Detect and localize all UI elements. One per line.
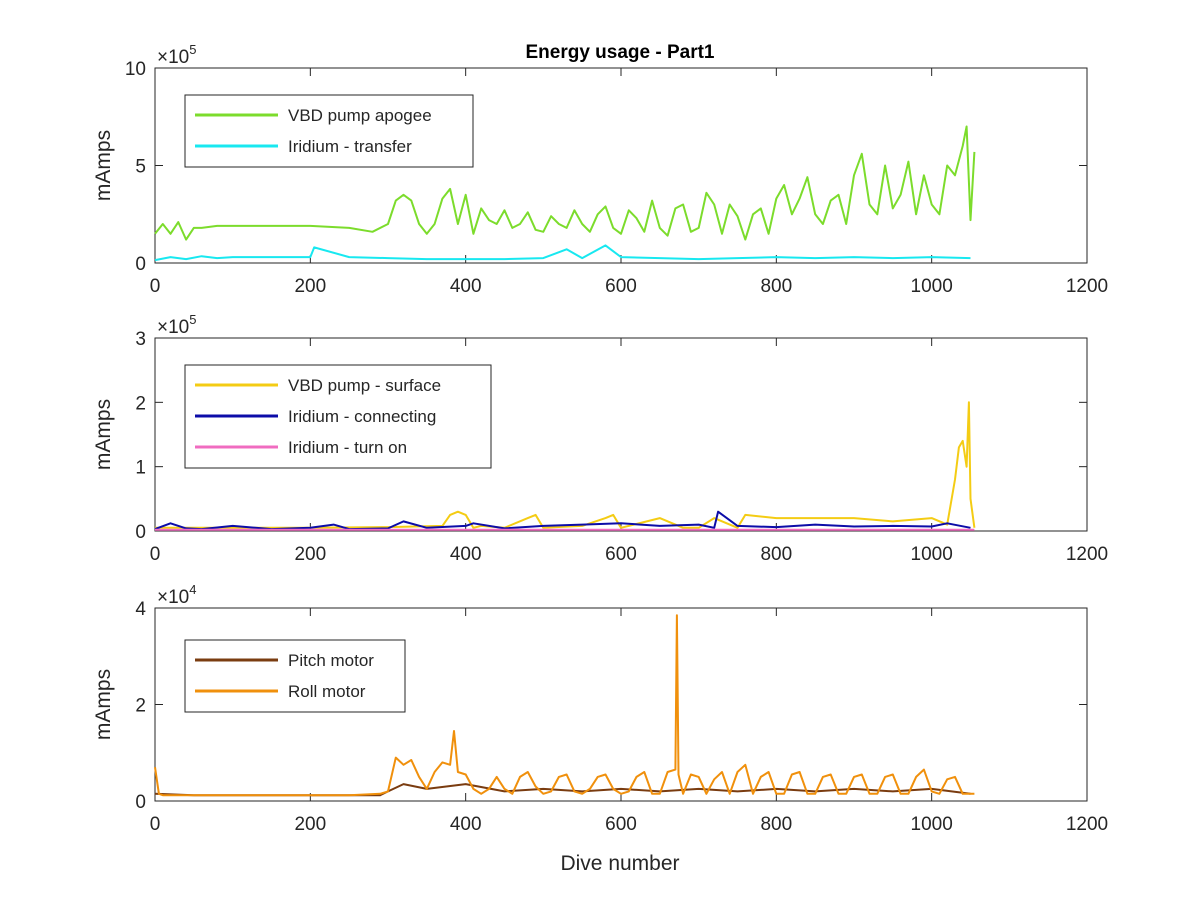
x-tick-label: 1000 [911, 544, 953, 565]
y-tick-label: 2 [135, 393, 146, 414]
x-tick-label: 800 [760, 544, 792, 565]
chart-panel-2: 0 200 400 600 800 1000 1200 0 1 2 3 ×105 mAmps VBD pu… [92, 312, 1108, 565]
x-tick-label: 1000 [911, 276, 953, 297]
legend-box [184, 639, 406, 713]
x-tick-label: 0 [150, 544, 161, 565]
y-tick-label: 3 [135, 329, 146, 350]
legend-label: Iridium - connecting [288, 407, 436, 426]
y-tick-label: 5 [135, 157, 146, 178]
y-tick-label: 2 [135, 696, 146, 717]
series-line-1-2 [154, 244, 971, 262]
series-line-2-1 [155, 401, 976, 529]
legend-label: Iridium - transfer [288, 137, 412, 156]
x-tick-label: 200 [294, 276, 326, 297]
x-tick-label: 0 [150, 276, 161, 297]
series-line-3-2 [154, 614, 975, 797]
series-line-1-1 [154, 125, 976, 241]
x-tick-label: 200 [294, 544, 326, 565]
legend: Pitch motor Roll motor [184, 639, 406, 713]
x-tick-label: 800 [760, 814, 792, 835]
x-tick-label: 600 [605, 814, 637, 835]
y-exponent-label: ×105 [157, 312, 196, 338]
legend: VBD pump apogee Iridium - transfer [184, 94, 474, 168]
legend-label: Pitch motor [288, 651, 374, 670]
x-tick-label: 400 [450, 544, 482, 565]
chart-panel-1: 0 200 400 600 800 1000 1200 0 5 10 ×105 mAmps VBD pu… [92, 42, 1108, 297]
y-exponent-label: ×105 [157, 42, 196, 68]
legend-label: Iridium - turn on [288, 438, 407, 457]
y-tick-label: 10 [125, 59, 146, 80]
x-tick-label: 400 [450, 276, 482, 297]
figure-title: Energy usage - Part1 [525, 42, 714, 63]
x-tick-label: 1200 [1066, 814, 1108, 835]
legend-label: Roll motor [288, 682, 366, 701]
x-tick-label: 200 [294, 814, 326, 835]
y-axis-label: mAmps [92, 130, 115, 201]
legend-label: VBD pump apogee [288, 106, 432, 125]
x-tick-label: 600 [605, 544, 637, 565]
legend: VBD pump - surface Iridium - connecting Ir… [184, 364, 492, 469]
y-exponent-label: ×104 [157, 582, 196, 608]
x-tick-label: 1000 [911, 814, 953, 835]
y-tick-label: 1 [135, 458, 146, 479]
chart-panel-3: 0 200 400 600 800 1000 1200 0 2 4 ×104 mAmps Pitch m… [92, 582, 1108, 835]
x-tick-label: 800 [760, 276, 792, 297]
y-tick-label: 0 [135, 792, 146, 813]
y-axis-label: mAmps [92, 399, 115, 470]
x-tick-label: 600 [605, 276, 637, 297]
x-tick-label: 400 [450, 814, 482, 835]
y-tick-label: 4 [135, 599, 146, 620]
x-axis-label: Dive number [560, 852, 679, 875]
y-axis-label: mAmps [92, 669, 115, 740]
x-tick-label: 0 [150, 814, 161, 835]
x-tick-label: 1200 [1066, 544, 1108, 565]
series-line-2-2 [154, 510, 971, 531]
legend-label: VBD pump - surface [288, 376, 441, 395]
y-tick-label: 0 [135, 522, 146, 543]
y-tick-label: 0 [135, 254, 146, 275]
legend-box [184, 94, 474, 168]
x-tick-label: 1200 [1066, 276, 1108, 297]
